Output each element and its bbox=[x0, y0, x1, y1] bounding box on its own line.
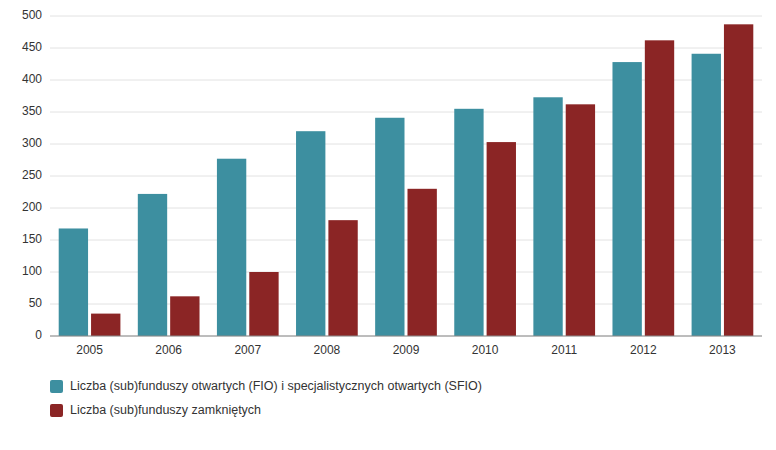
bar bbox=[217, 159, 246, 336]
bar bbox=[533, 97, 562, 336]
x-tick-label: 2005 bbox=[76, 343, 103, 357]
grid-line bbox=[50, 336, 762, 337]
y-tick-label: 350 bbox=[22, 104, 42, 118]
bar bbox=[612, 62, 641, 336]
chart-container: 0501001502002503003504004505002005200620… bbox=[0, 0, 776, 450]
x-tick-label: 2008 bbox=[314, 343, 341, 357]
legend-swatch bbox=[50, 404, 63, 417]
grid-line bbox=[50, 16, 762, 17]
y-tick-label: 50 bbox=[29, 296, 43, 310]
y-tick-label: 400 bbox=[22, 72, 42, 86]
y-tick-label: 150 bbox=[22, 232, 42, 246]
bar bbox=[454, 109, 483, 336]
bar bbox=[645, 40, 674, 336]
x-tick-label: 2013 bbox=[709, 343, 736, 357]
bar bbox=[138, 194, 167, 336]
bar bbox=[328, 220, 357, 336]
bar bbox=[408, 189, 437, 336]
y-tick-labels: 0 50 100 150 200 250 300 350 400 450 500 bbox=[22, 8, 42, 342]
y-tick-label: 200 bbox=[22, 200, 42, 214]
y-tick-label: 250 bbox=[22, 168, 42, 182]
bar bbox=[487, 142, 516, 336]
bar bbox=[692, 54, 721, 336]
bar bbox=[375, 118, 404, 336]
x-tick-labels: 2005 2006 2007 2008 2009 2010 2011 2012 2013 bbox=[76, 343, 736, 357]
x-tick-label: 2012 bbox=[630, 343, 657, 357]
bar bbox=[170, 296, 199, 336]
bar bbox=[59, 228, 88, 336]
y-grid bbox=[50, 16, 762, 336]
bar bbox=[724, 24, 753, 336]
bar bbox=[249, 272, 278, 336]
y-tick-label: 500 bbox=[22, 8, 42, 22]
legend: Liczba (sub)funduszy otwartych (FIO) i s… bbox=[50, 379, 482, 417]
y-tick-label: 300 bbox=[22, 136, 42, 150]
x-tick-label: 2010 bbox=[472, 343, 499, 357]
bar bbox=[91, 314, 120, 336]
x-tick-label: 2011 bbox=[551, 343, 577, 357]
bar bbox=[296, 131, 325, 336]
legend-label: Liczba (sub)funduszy otwartych (FIO) i s… bbox=[70, 379, 482, 393]
x-tick-label: 2007 bbox=[234, 343, 261, 357]
y-tick-label: 0 bbox=[35, 328, 42, 342]
y-tick-label: 100 bbox=[22, 264, 42, 278]
bars bbox=[59, 24, 754, 336]
legend-label: Liczba (sub)funduszy zamkniętych bbox=[70, 403, 261, 417]
x-axis-line bbox=[50, 336, 762, 337]
legend-swatch bbox=[50, 380, 63, 393]
y-tick-label: 450 bbox=[22, 40, 42, 54]
x-tick-label: 2006 bbox=[155, 343, 182, 357]
x-tick-label: 2009 bbox=[393, 343, 420, 357]
bar bbox=[566, 104, 595, 336]
chart-svg: 0501001502002503003504004505002005200620… bbox=[0, 0, 776, 450]
